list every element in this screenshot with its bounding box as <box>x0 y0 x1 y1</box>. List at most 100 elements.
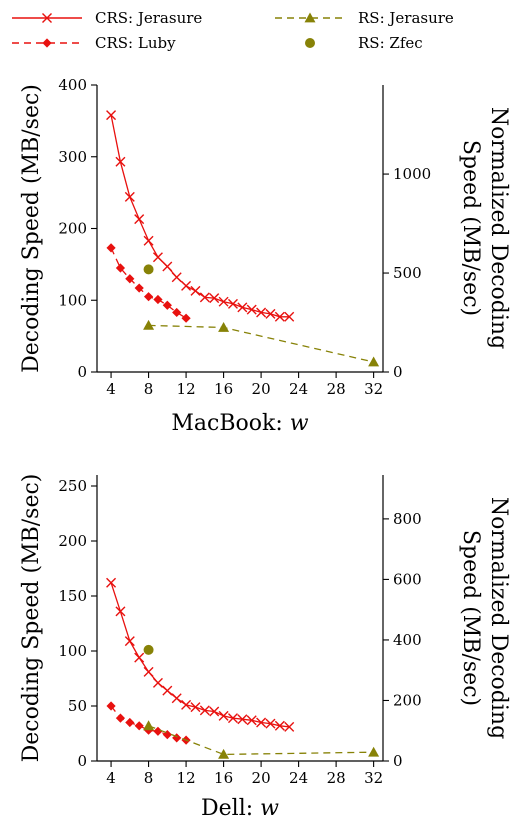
data-point <box>143 666 154 677</box>
data-point <box>218 296 229 307</box>
data-point <box>284 721 295 732</box>
data-point <box>153 294 163 305</box>
data-point <box>227 298 238 309</box>
series-crs-luby <box>106 701 191 745</box>
y-tick-label: 250 <box>58 477 87 495</box>
data-point <box>134 721 144 731</box>
legend-marker <box>42 13 52 23</box>
x-tick-label: 12 <box>177 769 196 787</box>
legend-label: CRS: Jerasure <box>95 9 202 27</box>
data-point <box>256 717 267 728</box>
data-point <box>274 720 285 731</box>
data-point <box>368 356 380 367</box>
data-point <box>125 717 135 728</box>
y2-tick-label: 800 <box>393 510 422 528</box>
x-tick-label: 16 <box>214 769 233 787</box>
data-point <box>237 302 248 313</box>
data-point <box>152 677 163 688</box>
macbook-panel: 4 8 12 16 20 24 28 32 0 100 200 300 400 0 500 1000 MacBo… <box>19 76 511 436</box>
data-point <box>190 285 201 296</box>
data-point <box>106 701 116 711</box>
data-point <box>115 263 126 273</box>
data-point <box>106 577 117 588</box>
y-tick-label: 150 <box>58 587 87 605</box>
series-rs-zfec <box>143 644 154 655</box>
data-point <box>265 718 276 729</box>
x-tick-label: 20 <box>252 380 271 398</box>
data-point <box>153 726 163 736</box>
y2-axis-label: Normalized DecodingSpeed (MB/sec) <box>458 107 511 349</box>
data-point <box>134 283 144 293</box>
data-point <box>124 191 135 202</box>
x-axis-label: Dell: w <box>201 796 279 821</box>
y-tick-label: 200 <box>58 532 87 550</box>
data-point <box>152 252 163 263</box>
x-tick-label: 24 <box>289 380 308 398</box>
data-point <box>172 733 182 743</box>
data-point <box>143 235 154 246</box>
data-point <box>199 292 210 303</box>
x-tick-label: 4 <box>106 769 116 787</box>
data-point <box>209 706 220 717</box>
y2-tick-label: 200 <box>393 691 422 709</box>
x-tick-label: 8 <box>144 380 154 398</box>
data-point <box>143 264 154 275</box>
series-line <box>110 114 290 318</box>
y2-tick-label: 0 <box>393 363 403 381</box>
data-point <box>125 274 135 284</box>
y-tick-label: 200 <box>58 220 87 238</box>
x-tick-label: 28 <box>327 769 346 787</box>
data-point <box>171 272 182 283</box>
legend-item-crs-luby: CRS: Luby <box>12 34 176 52</box>
x-tick-label: 8 <box>144 769 154 787</box>
x-axis-label: MacBook: w <box>171 411 308 436</box>
y2-tick-label: 500 <box>393 264 422 282</box>
data-point <box>218 322 230 332</box>
data-point <box>227 713 238 724</box>
legend: CRS: Jerasure CRS: Luby RS: Jerasure RS: Zf… <box>12 9 454 52</box>
series-crs-jerasure <box>106 577 295 732</box>
legend-label: CRS: Luby <box>95 34 176 52</box>
legend-item-rs-zfec: RS: Zfec <box>305 34 423 52</box>
data-point <box>106 243 116 253</box>
data-point <box>246 715 257 726</box>
x-tick-label: 32 <box>364 769 383 787</box>
x-tick-label: 28 <box>327 380 346 398</box>
data-point <box>181 280 192 291</box>
data-point <box>162 261 173 272</box>
x-tick-label: 16 <box>214 380 233 398</box>
data-point <box>284 311 295 322</box>
data-point <box>115 606 126 617</box>
legend-marker <box>42 38 52 48</box>
data-point <box>143 319 155 330</box>
data-point <box>368 746 380 757</box>
legend-label: RS: Jerasure <box>358 9 454 27</box>
series-line <box>148 725 374 756</box>
data-point <box>172 307 182 318</box>
y2-tick-label: 1000 <box>393 165 431 183</box>
y2-tick-label: 600 <box>393 570 422 588</box>
data-point <box>181 313 191 323</box>
series-rs-jerasure <box>143 720 380 759</box>
y-axis-label: Decoding Speed (MB/sec) <box>19 84 44 373</box>
y-tick-label: 50 <box>68 697 87 715</box>
y2-axis-label: Normalized DecodingSpeed (MB/sec) <box>458 497 511 739</box>
series-line <box>110 247 187 319</box>
data-point <box>181 699 192 710</box>
data-point <box>190 702 201 713</box>
data-point <box>115 156 126 167</box>
legend-item-rs-jerasure: RS: Jerasure <box>275 9 454 27</box>
y-tick-label: 0 <box>77 363 87 381</box>
data-point <box>143 292 154 302</box>
data-point <box>246 304 257 315</box>
data-point <box>143 644 154 655</box>
y2-tick-label: 0 <box>393 752 403 770</box>
series-line <box>110 582 290 728</box>
legend-label: RS: Zfec <box>358 34 423 52</box>
legend-marker <box>305 38 315 48</box>
data-point <box>265 308 276 319</box>
x-tick-label: 4 <box>106 380 116 398</box>
x-tick-label: 24 <box>289 769 308 787</box>
series-rs-zfec <box>143 264 154 275</box>
legend-marker <box>304 12 316 23</box>
